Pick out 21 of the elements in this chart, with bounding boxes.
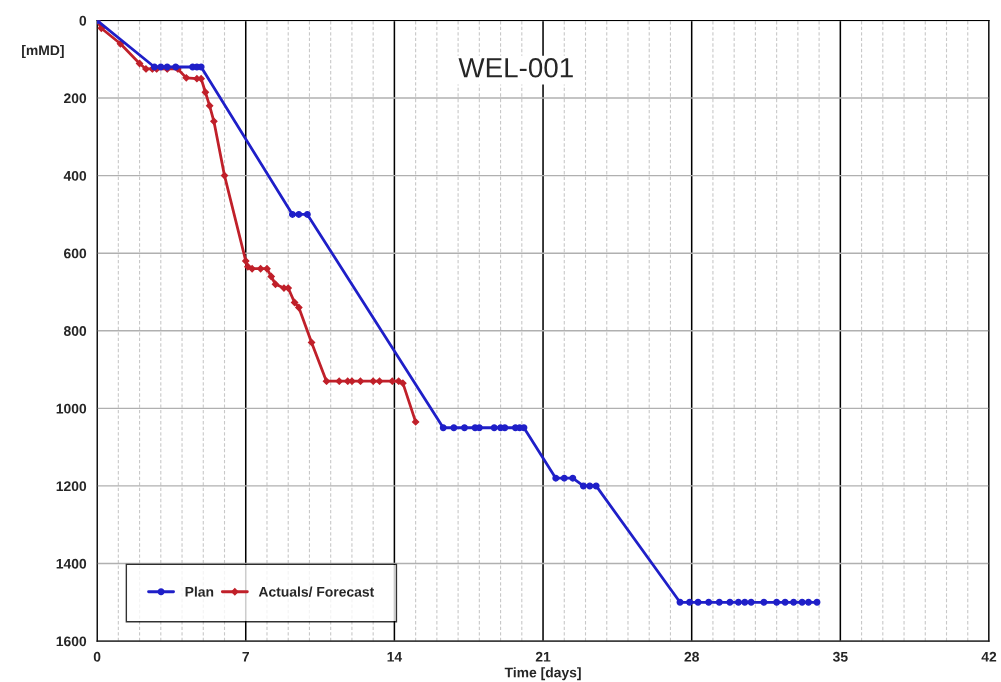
y-tick-label: 0 <box>79 15 87 26</box>
y-tick-label: 1000 <box>56 403 87 414</box>
y-tick-label: 200 <box>63 93 87 104</box>
y-tick-label: 1600 <box>56 636 87 647</box>
x-tick-label: 21 <box>535 651 551 662</box>
y-tick-label: 600 <box>64 248 87 259</box>
legend-label: Plan <box>185 586 214 597</box>
y-tick-label: 400 <box>63 170 87 181</box>
x-tick-label: 42 <box>981 651 997 662</box>
y-tick-label: 1400 <box>56 558 87 569</box>
y-tick-label: 1200 <box>56 481 87 492</box>
text: WEL-001 <box>458 57 573 78</box>
x-tick-label: 14 <box>387 652 403 662</box>
x-tick-label: 7 <box>242 652 249 662</box>
x-tick-label: 28 <box>684 651 699 662</box>
y-tick-label: 800 <box>63 326 87 336</box>
y-axis-title: [mMD] <box>22 45 64 58</box>
x-tick-label: 35 <box>832 651 848 662</box>
x-axis-title: Time [days] <box>504 667 581 681</box>
legend-label: Actuals/ Forecast <box>258 586 375 597</box>
x-tick-label: 0 <box>93 651 101 662</box>
